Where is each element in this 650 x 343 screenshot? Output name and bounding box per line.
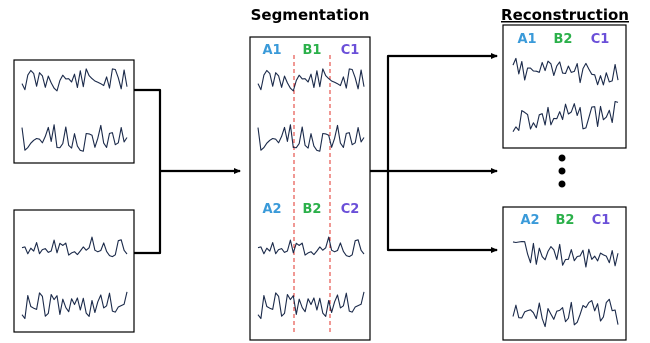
segment-label-c1: C1 [341, 43, 360, 58]
segmentation-title: Segmentation [251, 6, 370, 24]
recon-top-trace-2 [512, 100, 619, 132]
segment-label-c2: C2 [341, 202, 360, 217]
segment-label-b2: B2 [303, 202, 322, 217]
recon-bottom-trace-2 [512, 298, 619, 328]
segment-row2-trace-2 [257, 291, 365, 320]
segmentation-panel [249, 36, 371, 341]
input-panel-2 [13, 209, 135, 333]
recon-bottom-trace-1 [512, 241, 619, 268]
reconstruction-panel-top [502, 24, 627, 149]
segment-row1-trace-1 [257, 68, 365, 92]
input-1-trace-2 [21, 124, 128, 152]
segment-label-b1: B1 [303, 43, 322, 58]
recon-top-label-b2: B2 [554, 32, 573, 47]
ellipsis-dot-1 [558, 154, 566, 162]
recon-bottom-label-b2: B2 [556, 213, 575, 228]
segment-label-a2: A2 [262, 202, 281, 217]
recon-top-label-a1: A1 [517, 32, 536, 47]
input-2-trace-2 [21, 291, 128, 320]
input-1-trace-1 [21, 68, 128, 92]
input-2-trace-1 [21, 236, 128, 258]
recon-top-label-c1: C1 [591, 32, 610, 47]
recon-bottom-label-c1: C1 [592, 213, 611, 228]
recon-top-trace-1 [512, 57, 619, 86]
arrow-to-recon-bottom [386, 171, 498, 253]
segment-row1-trace-2 [257, 124, 365, 152]
ellipsis-dot-2 [558, 167, 566, 175]
ellipsis-dot-3 [558, 180, 566, 188]
signal-traces [21, 57, 619, 328]
recon-bottom-label-a2: A2 [520, 213, 539, 228]
input-merge-bracket [134, 88, 162, 255]
segment-row2-trace-1 [257, 236, 365, 258]
arrow-to-recon-top [386, 53, 498, 171]
reconstruction-title: Reconstruction [501, 6, 629, 24]
segment-label-a1: A1 [262, 43, 281, 58]
reconstruction-panel-bottom [502, 206, 627, 341]
